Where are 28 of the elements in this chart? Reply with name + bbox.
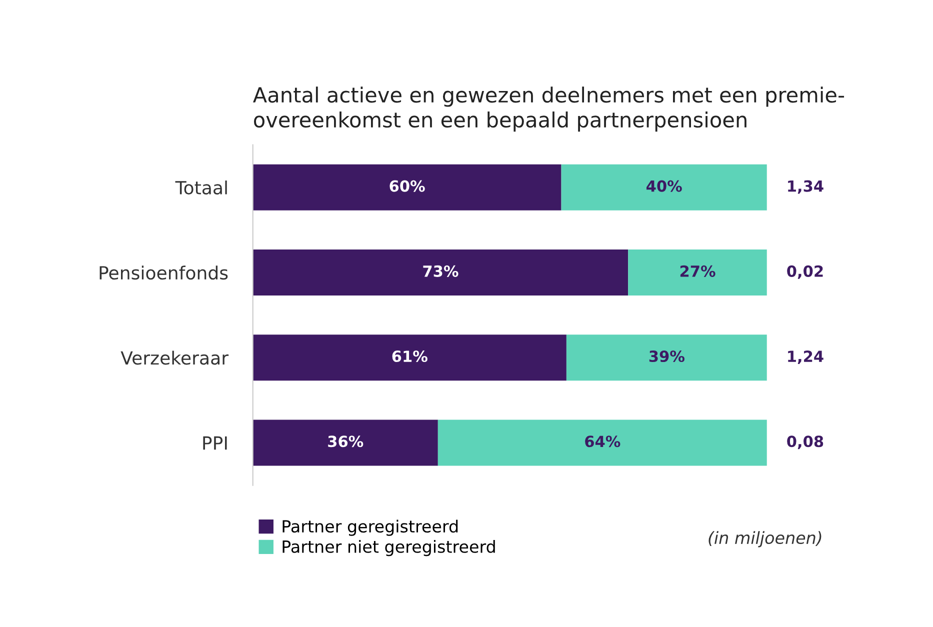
y-tick-label: Totaal bbox=[175, 180, 227, 195]
chart-title: Aantal actieve en gewezen deelnemers met een premie- overeenkomst en een bepaald partnerpensioen bbox=[253, 86, 844, 132]
text: (in miljoenen) bbox=[708, 531, 822, 548]
data-label: 73% bbox=[423, 265, 458, 277]
text: 1,24 bbox=[788, 350, 824, 364]
data-label: 27% bbox=[680, 265, 716, 277]
data-label: 36% bbox=[328, 436, 364, 448]
data-label: 39% bbox=[649, 350, 684, 362]
legend-label: Partner geregistreerd bbox=[282, 520, 458, 536]
text: 0,02 bbox=[787, 265, 823, 279]
data-label: 61% bbox=[392, 350, 428, 362]
data-label: 60% bbox=[390, 180, 425, 192]
bar bbox=[628, 250, 767, 296]
y-tick-label: PPI bbox=[203, 436, 227, 450]
text: 1,34 bbox=[788, 180, 824, 194]
bar bbox=[252, 164, 562, 210]
bar bbox=[566, 334, 767, 381]
y-tick-label: Pensioenfonds bbox=[100, 266, 228, 280]
text: 0,08 bbox=[787, 436, 824, 450]
data-label: 64% bbox=[585, 436, 620, 448]
y-tick-label: Verzekeraar bbox=[120, 350, 229, 365]
bar bbox=[561, 164, 767, 210]
data-label: 40% bbox=[646, 180, 682, 192]
bar bbox=[438, 420, 767, 466]
bar bbox=[252, 334, 566, 381]
bar bbox=[252, 420, 438, 466]
legend-label: Partner niet geregistreerd bbox=[282, 540, 495, 556]
bar bbox=[252, 250, 628, 296]
